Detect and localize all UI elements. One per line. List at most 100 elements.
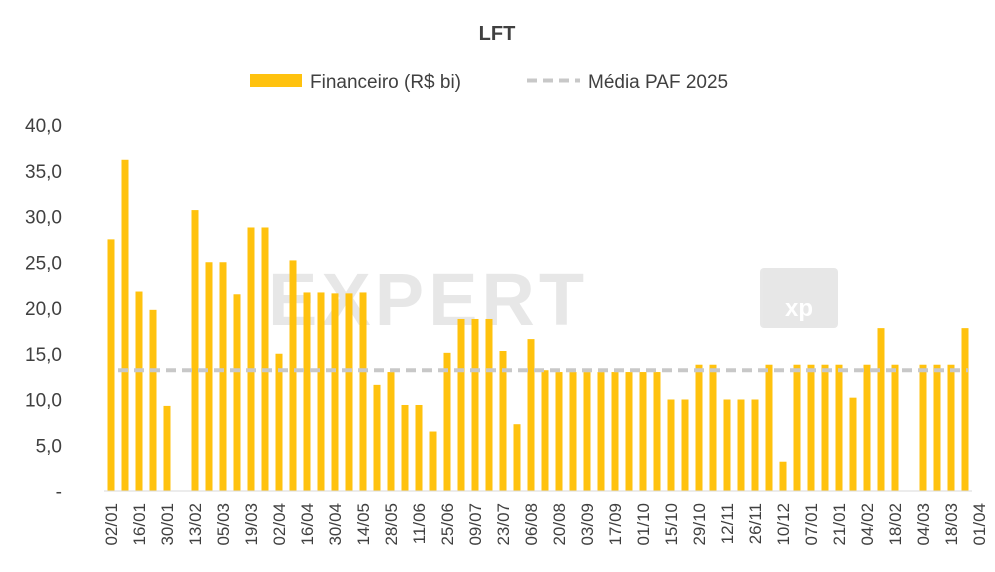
y-tick-label: 15,0 [25, 345, 62, 366]
bar [429, 431, 437, 491]
bar [471, 318, 479, 491]
x-tick-label: 13/02 [186, 503, 205, 546]
bar [121, 159, 129, 491]
x-tick-label: 12/11 [718, 503, 737, 544]
bar [863, 364, 871, 491]
x-tick-label: 06/08 [522, 503, 541, 546]
bar [135, 291, 143, 491]
bar [289, 260, 297, 491]
y-tick-label: 5,0 [36, 436, 62, 457]
bar [751, 399, 759, 491]
legend: Financeiro (R$ bi) Média PAF 2025 [250, 72, 728, 93]
chart-title: LFT [479, 23, 516, 45]
bar [331, 293, 339, 491]
x-axis-ticks: 02/01 16/01 30/01 13/02 05/03 19/03 02/04 16/04… [102, 503, 989, 546]
bar [779, 461, 787, 491]
x-tick-label: 16/04 [298, 503, 317, 546]
bar [233, 294, 241, 491]
bar [191, 210, 199, 491]
bar-series [107, 159, 969, 492]
bar [373, 384, 381, 491]
x-tick-label: 14/05 [354, 503, 373, 546]
bar [807, 364, 815, 491]
bar [541, 370, 549, 491]
bar [387, 372, 395, 491]
bar [961, 328, 969, 491]
watermark-xp-mark: xp [785, 295, 813, 322]
bar [611, 372, 619, 491]
watermark-wordmark: EXPERT [268, 258, 588, 341]
y-tick-label: 25,0 [25, 253, 62, 274]
bar [163, 405, 171, 491]
bar [261, 227, 269, 492]
x-tick-label: 20/08 [550, 503, 569, 546]
bar [401, 404, 409, 491]
bar [709, 364, 717, 491]
bar [485, 318, 493, 491]
bar [569, 372, 577, 491]
expert-xp-watermark: EXPERT xp [268, 258, 838, 341]
bar [415, 404, 423, 491]
x-tick-label: 02/04 [270, 503, 289, 546]
bar [737, 399, 745, 491]
bar [695, 364, 703, 491]
x-tick-label: 30/01 [158, 503, 177, 546]
x-tick-label: 04/02 [858, 503, 877, 546]
bar [107, 239, 115, 491]
watermark-xp-badge [760, 268, 838, 328]
bar [877, 328, 885, 491]
x-tick-label: 15/10 [662, 503, 681, 546]
bar [597, 372, 605, 491]
x-tick-label: 03/09 [578, 503, 597, 546]
x-tick-label: 01/10 [634, 503, 653, 546]
x-tick-label: 21/01 [830, 503, 849, 546]
bar [303, 292, 311, 491]
bar [275, 353, 283, 491]
x-tick-label: 30/04 [326, 503, 345, 546]
x-tick-label: 05/03 [214, 503, 233, 546]
bar [499, 351, 507, 491]
bar [583, 372, 591, 491]
x-tick-label: 17/09 [606, 503, 625, 546]
x-tick-label: 23/07 [494, 503, 513, 546]
y-tick-label: 40,0 [25, 116, 62, 137]
bar [443, 352, 451, 491]
legend-average-label: Média PAF 2025 [588, 72, 728, 93]
bar [527, 339, 535, 491]
bar [149, 309, 157, 491]
bar [513, 424, 521, 491]
x-tick-label: 29/10 [690, 503, 709, 546]
x-tick-label: 18/03 [942, 503, 961, 546]
x-tick-label: 02/01 [102, 503, 121, 546]
x-tick-label: 19/03 [242, 503, 261, 546]
x-tick-label: 11/06 [410, 503, 429, 544]
y-tick-label: 20,0 [25, 299, 62, 320]
bar [793, 364, 801, 491]
x-tick-label: 04/03 [914, 503, 933, 546]
bar [219, 262, 227, 491]
bar [723, 399, 731, 491]
x-tick-label: 28/05 [382, 503, 401, 546]
bar [681, 399, 689, 491]
bar [205, 262, 213, 491]
x-tick-label: 16/01 [130, 503, 149, 546]
y-tick-label: 10,0 [25, 391, 62, 412]
bar [933, 364, 941, 491]
x-tick-label: 09/07 [466, 503, 485, 546]
bar [947, 364, 955, 491]
x-tick-label: 01/04 [970, 503, 989, 546]
y-tick-label: - [56, 482, 62, 503]
bar [247, 227, 255, 492]
bar [359, 292, 367, 491]
bar [667, 399, 675, 491]
bar [821, 364, 829, 491]
bar [835, 364, 843, 491]
y-axis-ticks: - 5,0 10,0 15,0 20,0 25,0 30,0 35,0 40,0 [25, 116, 62, 503]
y-tick-label: 30,0 [25, 208, 62, 229]
bar [345, 293, 353, 491]
x-tick-label: 26/11 [746, 503, 765, 544]
bar [317, 292, 325, 491]
legend-bar-swatch [250, 74, 302, 87]
y-tick-label: 35,0 [25, 162, 62, 183]
